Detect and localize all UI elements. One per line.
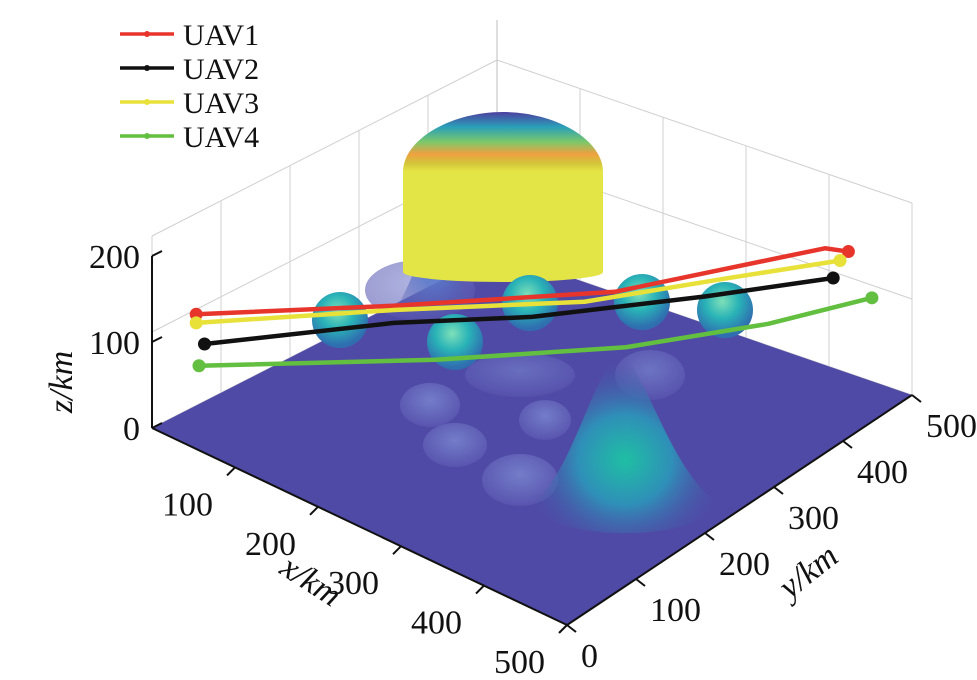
x-tick-label: 200 [245,526,296,563]
series-line-UAV1 [193,246,851,317]
tick-labels: 0 100 200 100 200 300 400 500 0 100 200 300 400 500 [89,239,977,680]
legend-marker-UAV1 [144,31,150,37]
bump [465,353,575,397]
y-tick [704,532,715,541]
end-point-UAV2 [826,271,840,285]
y-axis-line [566,394,913,626]
z-axis-label: z/km [43,351,80,414]
y-tick-label: 200 [719,546,770,583]
series-layer [189,245,879,373]
y-tick-label: 300 [788,500,839,537]
hill-large [530,350,720,534]
x-tick [309,506,319,516]
x-tick-label: 300 [328,565,379,602]
x-tick-label: 400 [411,605,462,642]
series-line-UAV3 [193,258,843,326]
legend-marker-UAV3 [144,99,150,105]
start-point-UAV3 [189,316,203,330]
legend-label-UAV2: UAV2 [183,53,259,86]
z-tick [151,422,163,429]
legend-label-UAV3: UAV3 [183,87,259,120]
bump [400,383,460,427]
y-tick [566,624,577,633]
end-point-UAV3 [833,254,847,268]
y-tick [773,486,784,495]
x-axis-line [151,427,568,626]
x-tick [475,584,485,595]
grid-line [496,59,913,204]
y-tick-label: 400 [857,454,908,491]
y-tick-label: 0 [581,638,598,675]
end-point-UAV1 [841,245,855,259]
sphere-obstacle [312,292,368,348]
legend-marker-UAV2 [144,65,150,71]
bump [519,400,571,440]
z-tick [151,250,163,257]
legend-label-UAV1: UAV1 [183,19,259,52]
y-tick-label: 500 [926,408,977,445]
x-tick-label: 100 [162,486,213,523]
z-tick [151,336,163,343]
cylinder-obstacle [403,112,603,282]
z-tick-label: 0 [123,411,140,448]
x-tick [558,624,568,634]
y-tick-label: 100 [650,592,701,629]
cylinder-body [403,172,603,272]
y-tick [911,394,922,403]
legend-marker-UAV4 [144,133,150,139]
cylinder-bottom [403,262,603,282]
series-line-UAV4 [196,295,875,369]
series-line-UAV2 [202,275,836,347]
y-tick [842,440,853,449]
x-tick-label: 500 [494,644,545,680]
z-tick-label: 100 [89,325,140,362]
bump [423,423,487,467]
y-axis-label: y/km [769,537,845,608]
z-tick-label: 200 [89,239,140,276]
start-point-UAV2 [198,337,211,351]
end-point-UAV4 [865,291,879,305]
grid-line [151,59,498,237]
bump [482,454,558,506]
start-point-UAV4 [192,359,206,373]
y-tick [635,578,646,587]
cylinder-top [403,112,603,172]
x-tick [226,466,236,477]
x-tick [392,545,402,555]
legend-label-UAV4: UAV4 [183,121,259,154]
